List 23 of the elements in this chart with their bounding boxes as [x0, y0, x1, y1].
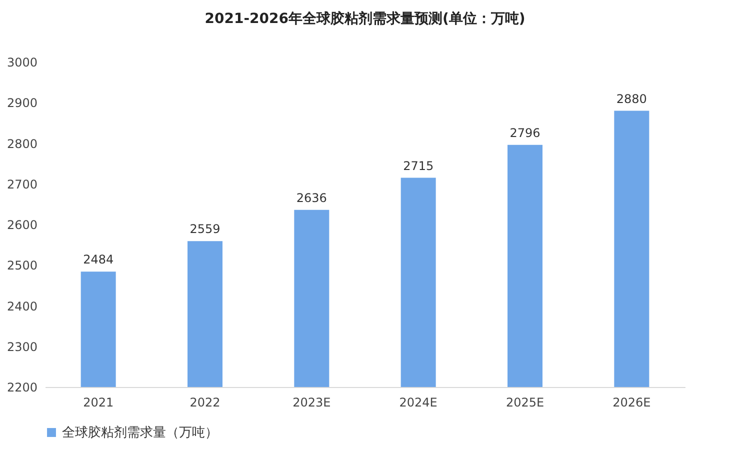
- y-tick-label: 2700: [6, 177, 38, 192]
- x-tick-label: 2021: [83, 396, 114, 410]
- chart-title: 2021-2026年全球胶粘剂需求量预测(单位：万吨): [204, 10, 526, 27]
- data-label: 2880: [616, 92, 647, 106]
- y-tick-label: 2900: [6, 96, 38, 110]
- data-label: 2796: [510, 126, 540, 140]
- data-label: 2636: [296, 190, 327, 205]
- y-tick-label: 3000: [6, 56, 38, 70]
- y-tick-label: 2800: [6, 136, 38, 151]
- y-tick-label: 2200: [6, 380, 38, 394]
- x-tick-label: 2025E: [506, 396, 544, 410]
- x-tick-label: 2023E: [292, 396, 331, 410]
- data-label: 2715: [403, 158, 434, 173]
- y-tick-label: 2500: [6, 258, 38, 273]
- legend-label: 全球胶粘剂需求量（万吨）: [62, 424, 218, 440]
- y-tick-label: 2300: [6, 340, 38, 354]
- y-tick-label: 2400: [6, 299, 38, 314]
- data-label: 2484: [83, 252, 114, 267]
- x-tick-label: 2026E: [612, 396, 651, 410]
- y-tick-label: 2600: [6, 218, 38, 232]
- x-tick-label: 2024E: [399, 396, 438, 410]
- x-tick-label: 2022: [190, 396, 220, 410]
- data-label: 2559: [190, 222, 220, 236]
